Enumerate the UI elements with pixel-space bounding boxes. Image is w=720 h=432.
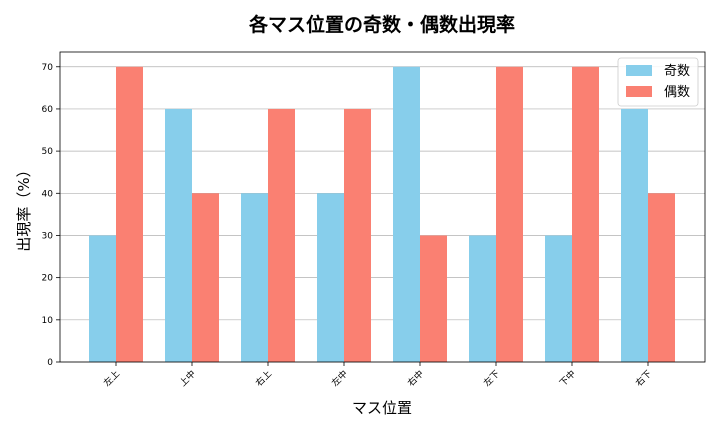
grid-lines — [60, 66, 705, 363]
x-tick-label: 右上 — [253, 368, 274, 389]
bar-even — [116, 66, 143, 362]
y-axis-ticks: 0 10 20 30 40 50 60 70 — [42, 63, 60, 368]
plot-frame — [59, 51, 706, 363]
x-tick-label: 右下 — [633, 368, 654, 389]
bar-odd — [621, 108, 648, 362]
x-tick-label: 左中 — [329, 368, 350, 389]
bar-even — [572, 66, 599, 362]
y-tick-label: 60 — [42, 105, 54, 115]
x-tick-label: 上中 — [177, 368, 198, 389]
y-tick-label: 40 — [42, 189, 54, 199]
bar-even — [420, 235, 447, 362]
bar-odd — [317, 193, 344, 362]
x-tick-label: 右中 — [405, 368, 426, 389]
bar-odd — [165, 108, 192, 362]
x-axis-label: マス位置 — [352, 399, 412, 417]
bar-even — [496, 66, 523, 362]
y-tick-label: 20 — [42, 274, 54, 284]
legend-swatch — [626, 86, 652, 97]
bars-group — [89, 66, 675, 362]
bar-even — [344, 108, 371, 362]
y-tick-label: 70 — [42, 63, 54, 73]
x-tick-label: 下中 — [557, 368, 578, 389]
x-axis-ticks: 左上 上中 右上 左中 右中 左下 下中 右下 — [101, 362, 654, 389]
legend-swatch — [626, 65, 652, 76]
y-tick-label: 30 — [42, 231, 54, 241]
legend-label: 奇数 — [664, 63, 690, 79]
y-tick-label: 0 — [47, 358, 53, 368]
x-tick-label: 左上 — [101, 368, 122, 389]
bar-odd — [393, 66, 420, 362]
bar-odd — [241, 193, 268, 362]
x-tick-label: 左下 — [481, 368, 502, 389]
bar-odd — [545, 235, 572, 362]
chart-title: 各マス位置の奇数・偶数出現率 — [248, 13, 515, 36]
bar-even — [268, 108, 295, 362]
y-tick-label: 50 — [42, 147, 54, 157]
y-axis-label: 出現率（%） — [15, 162, 33, 251]
bar-even — [192, 193, 219, 362]
bar-odd — [469, 235, 496, 362]
legend-label: 偶数 — [664, 85, 690, 100]
bar-even — [648, 193, 675, 362]
bar-odd — [89, 235, 116, 362]
y-tick-label: 10 — [42, 316, 54, 326]
